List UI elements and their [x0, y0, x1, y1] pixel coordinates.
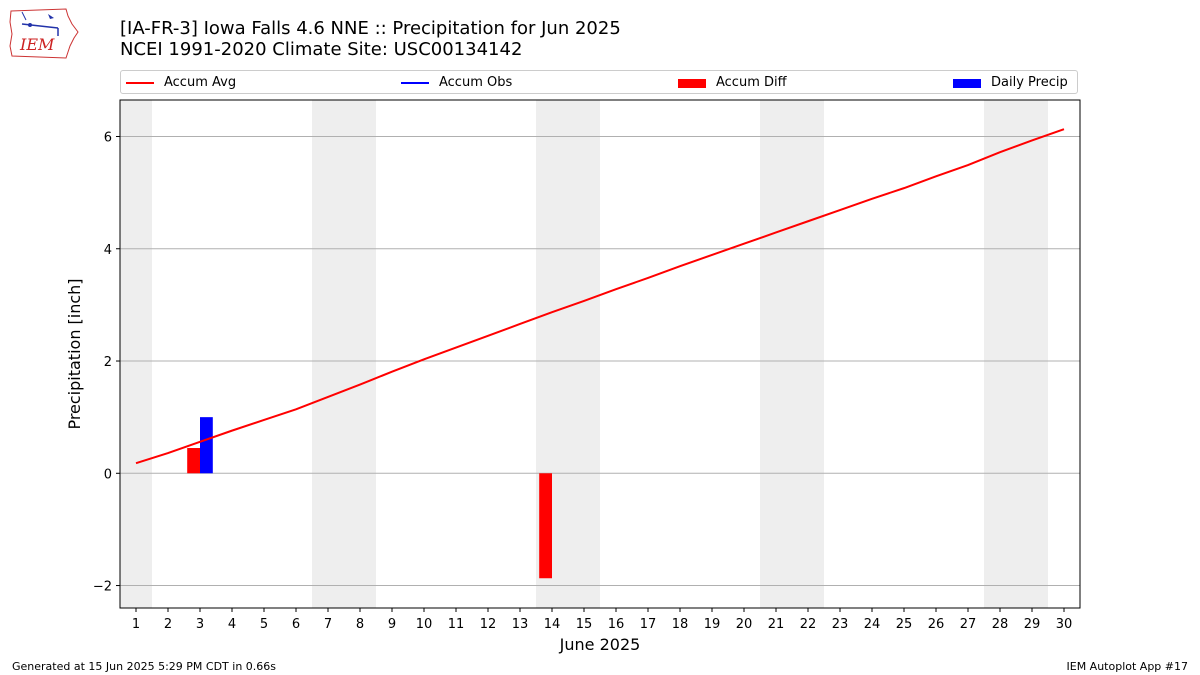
chart-title: [IA-FR-3] Iowa Falls 4.6 NNE :: Precipit… — [120, 18, 621, 60]
weekend-band — [984, 100, 1048, 608]
bar-accum-diff — [539, 473, 552, 579]
x-tick-label: 4 — [228, 617, 236, 632]
x-tick-label: 29 — [1024, 617, 1041, 632]
legend-item-daily-precip: Daily Precip — [953, 74, 1068, 92]
grid-lines — [120, 135, 1080, 587]
legend-swatch-accum-obs — [401, 82, 429, 84]
line-series — [135, 128, 1065, 465]
x-axis-ticks: 1 2 3 4 5 6 7 8 9 10 11 12 13 14 15 16 17 18 19 20 21 22 23 24 2… — [132, 608, 1072, 632]
x-tick-label: 17 — [640, 617, 657, 632]
x-tick-label: 6 — [292, 617, 300, 632]
x-tick-label: 9 — [388, 617, 396, 632]
bar-daily-precip — [200, 417, 213, 474]
x-tick-label: 18 — [672, 617, 689, 632]
logo-text: IEM — [19, 35, 55, 54]
x-tick-label: 22 — [800, 617, 817, 632]
x-tick-label: 16 — [608, 617, 625, 632]
weekend-band — [312, 100, 376, 608]
y-axis-label: Precipitation [inch] — [65, 278, 84, 429]
x-tick-label: 2 — [164, 617, 172, 632]
weekend-band — [120, 100, 152, 608]
legend-label: Accum Obs — [439, 75, 513, 90]
y-tick-label: 2 — [104, 355, 112, 370]
x-tick-label: 11 — [448, 617, 465, 632]
x-tick-label: 14 — [544, 617, 561, 632]
bar-series — [187, 417, 552, 579]
legend-item-accum-diff: Accum Diff — [678, 74, 787, 92]
x-axis-label: June 2025 — [559, 635, 641, 654]
x-tick-label: 13 — [512, 617, 529, 632]
x-tick-label: 21 — [768, 617, 785, 632]
title-line-2: NCEI 1991-2020 Climate Site: USC00134142 — [120, 39, 523, 60]
title-line-1: [IA-FR-3] Iowa Falls 4.6 NNE :: Precipit… — [120, 18, 621, 39]
weekend-band — [760, 100, 824, 608]
x-tick-label: 30 — [1056, 617, 1073, 632]
generated-timestamp: Generated at 15 Jun 2025 5:29 PM CDT in … — [12, 660, 277, 673]
legend-swatch-accum-avg — [126, 82, 154, 84]
weekend-shading — [120, 100, 1048, 608]
x-tick-label: 10 — [416, 617, 433, 632]
x-tick-label: 26 — [928, 617, 945, 632]
x-tick-label: 8 — [356, 617, 364, 632]
x-tick-label: 23 — [832, 617, 849, 632]
x-tick-label: 24 — [864, 617, 881, 632]
legend-label: Daily Precip — [991, 75, 1068, 90]
y-tick-label: 6 — [104, 130, 112, 145]
legend: Accum Avg Accum Obs Accum Diff Daily Pre… — [120, 70, 1078, 94]
legend-swatch-daily-precip — [953, 78, 981, 88]
x-tick-label: 27 — [960, 617, 977, 632]
x-tick-label: 28 — [992, 617, 1009, 632]
x-tick-label: 1 — [132, 617, 140, 632]
iem-logo: IEM — [9, 8, 79, 59]
plot-frame — [119, 99, 1081, 609]
app-label: IEM Autoplot App #17 — [1066, 660, 1189, 673]
legend-item-accum-avg: Accum Avg — [126, 74, 236, 92]
x-tick-label: 12 — [480, 617, 497, 632]
legend-label: Accum Diff — [716, 75, 787, 90]
x-tick-label: 25 — [896, 617, 913, 632]
y-tick-label: 4 — [104, 243, 112, 258]
y-axis-ticks: −2 0 2 4 6 — [93, 130, 120, 595]
legend-label: Accum Avg — [164, 75, 237, 90]
x-tick-label: 3 — [196, 617, 204, 632]
bar-accum-diff — [187, 448, 200, 474]
legend-swatch-accum-diff — [678, 78, 706, 88]
x-tick-label: 15 — [576, 617, 593, 632]
legend-item-accum-obs: Accum Obs — [401, 74, 512, 92]
line-accum-avg — [135, 128, 1065, 465]
x-tick-label: 7 — [324, 617, 332, 632]
x-tick-label: 19 — [704, 617, 721, 632]
x-tick-label: 5 — [260, 617, 268, 632]
y-tick-label: −2 — [93, 580, 112, 595]
y-tick-label: 0 — [104, 467, 112, 482]
x-tick-label: 20 — [736, 617, 753, 632]
